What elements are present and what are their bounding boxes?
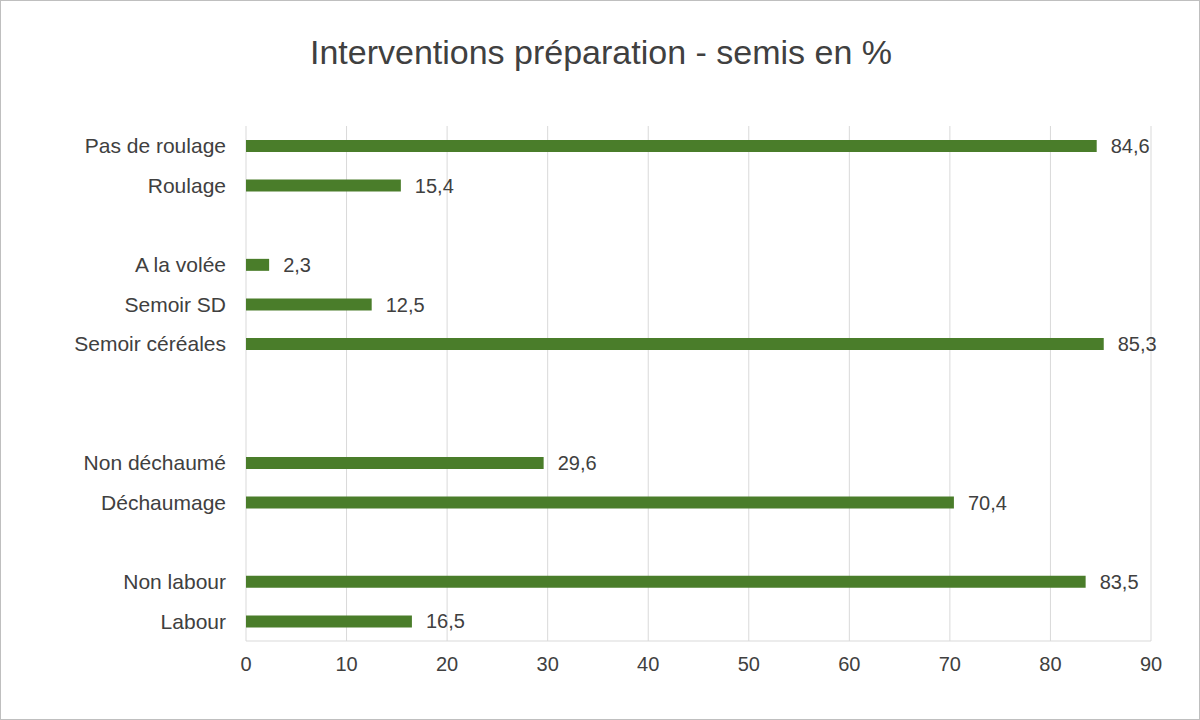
svg-text:2,3: 2,3 bbox=[283, 254, 311, 276]
svg-text:Non déchaumé: Non déchaumé bbox=[84, 451, 226, 474]
svg-text:Semoir céréales: Semoir céréales bbox=[74, 332, 226, 355]
svg-text:50: 50 bbox=[738, 653, 760, 675]
svg-text:Déchaumage: Déchaumage bbox=[101, 491, 226, 514]
html-text:Interventions préparation - se: Interventions préparation - semis en % bbox=[310, 33, 892, 71]
svg-text:90: 90 bbox=[1140, 653, 1162, 675]
svg-text:60: 60 bbox=[838, 653, 860, 675]
svg-text:15,4: 15,4 bbox=[415, 175, 454, 197]
svg-text:80: 80 bbox=[1039, 653, 1061, 675]
svg-text:40: 40 bbox=[637, 653, 659, 675]
svg-text:70,4: 70,4 bbox=[968, 492, 1007, 514]
svg-text:A la volée: A la volée bbox=[135, 253, 226, 276]
svg-text:85,3: 85,3 bbox=[1118, 333, 1157, 355]
svg-text:Non labour: Non labour bbox=[123, 570, 226, 593]
svg-text:Semoir SD: Semoir SD bbox=[124, 293, 226, 316]
svg-text:29,6: 29,6 bbox=[558, 452, 597, 474]
svg-text:16,5: 16,5 bbox=[426, 610, 465, 632]
svg-text:83,5: 83,5 bbox=[1100, 571, 1139, 593]
svg-text:84,6: 84,6 bbox=[1111, 135, 1150, 157]
svg-text:Labour: Labour bbox=[161, 610, 226, 633]
svg-text:Pas de roulage: Pas de roulage bbox=[85, 134, 226, 157]
svg-text:20: 20 bbox=[436, 653, 458, 675]
svg-text:0: 0 bbox=[240, 653, 251, 675]
svg-text:70: 70 bbox=[939, 653, 961, 675]
svg-text:12,5: 12,5 bbox=[386, 294, 425, 316]
svg-text:Roulage: Roulage bbox=[148, 174, 226, 197]
svg-text:10: 10 bbox=[335, 653, 357, 675]
svg-text:30: 30 bbox=[537, 653, 559, 675]
